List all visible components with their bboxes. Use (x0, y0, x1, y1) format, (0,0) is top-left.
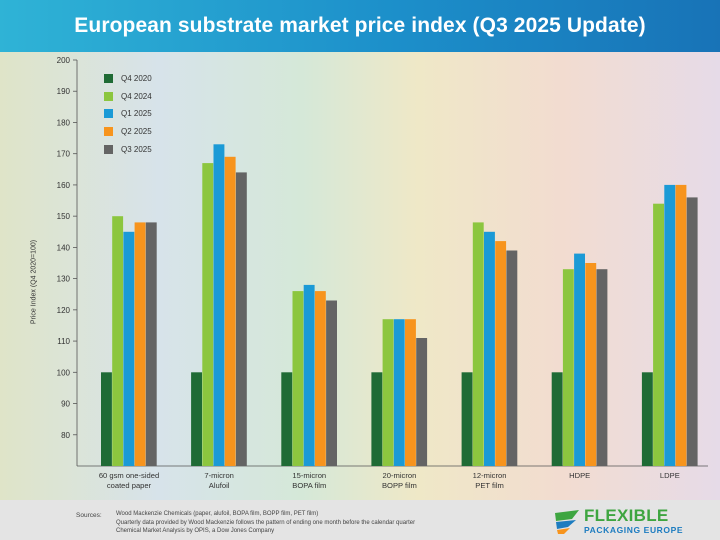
bar (653, 203, 664, 466)
bar (585, 263, 597, 466)
bar (574, 253, 585, 466)
x-tick-label-line: 20-micron (382, 471, 417, 480)
bar (281, 372, 293, 466)
bar (664, 184, 676, 466)
bar (213, 144, 225, 467)
legend-item: Q1 2025 (104, 105, 152, 123)
footer (0, 500, 720, 540)
legend-swatch (104, 91, 113, 101)
bar (314, 291, 326, 466)
bar (596, 269, 608, 466)
x-tick-label-line: 15-micron (292, 471, 327, 480)
legend-item: Q4 2024 (104, 88, 152, 106)
bar (123, 231, 135, 466)
bar (292, 291, 304, 466)
bar (235, 172, 247, 466)
bar (101, 372, 112, 466)
legend-swatch (104, 144, 113, 154)
x-tick-label-line: PET film (475, 481, 504, 490)
bar (562, 269, 574, 466)
bar (551, 372, 563, 466)
bar (641, 372, 653, 466)
bar (416, 338, 428, 466)
bar (686, 197, 698, 466)
legend-label: Q2 2025 (121, 127, 152, 137)
bar (202, 163, 214, 466)
legend-item: Q2 2025 (104, 123, 152, 141)
y-tick-label: 140 (57, 243, 71, 252)
bar (405, 319, 416, 466)
x-tick-label: 12-micron PET film (445, 471, 535, 491)
x-tick-label: 60 gsm one-sided coated paper (84, 471, 174, 491)
legend-swatch (104, 74, 113, 84)
y-tick-label: 100 (57, 368, 71, 377)
bar (382, 319, 394, 466)
bars (101, 144, 698, 467)
bar (145, 222, 157, 466)
legend-label: Q4 2024 (121, 91, 152, 101)
bar (484, 231, 495, 466)
x-tick-label: 20-micron BOPP film (354, 471, 444, 491)
x-tick-label-line: LDPE (659, 471, 680, 480)
legend-label: Q4 2020 (121, 74, 152, 84)
x-tick-label: HDPE (535, 471, 625, 481)
x-tick-label-line: BOPP film (381, 481, 417, 490)
y-tick-label: 130 (57, 275, 71, 284)
y-tick-label: 160 (57, 181, 71, 190)
legend-item: Q3 2025 (104, 140, 152, 158)
bar (506, 250, 518, 466)
bar (112, 216, 124, 466)
x-tick-label-line: BOPA film (292, 481, 327, 490)
legend-item: Q4 2020 (104, 70, 152, 88)
x-tick-label-line: 12-micron (472, 471, 507, 480)
legend-label: Q1 2025 (121, 109, 152, 119)
bar (393, 319, 405, 466)
sources-line: Chemical Market Analysis by OPIS, a Dow … (116, 528, 275, 534)
chart-title: European substrate market price index (Q… (74, 14, 646, 37)
bar (461, 372, 473, 466)
logo-mark-icon (555, 510, 579, 534)
x-tick-label-line: 7-micron (204, 471, 234, 480)
y-tick-label: 170 (57, 150, 71, 159)
y-tick-label: 200 (57, 56, 71, 65)
bar (495, 241, 507, 466)
y-tick-label: 180 (57, 118, 71, 127)
header-banner: European substrate market price index (Q… (0, 0, 720, 52)
bar (134, 222, 146, 466)
legend: Q4 2020 Q4 2024 Q1 2025 Q2 2025 Q3 2025 (104, 70, 152, 158)
bar (472, 222, 484, 466)
bar (224, 156, 236, 467)
sources-label: Sources: (76, 512, 102, 519)
flexible-packaging-europe-logo: FLEXIBLE PACKAGING EUROPE (554, 507, 714, 537)
x-tick-label-line: coated paper (106, 481, 152, 490)
y-tick-label: 80 (61, 431, 70, 440)
bar (191, 372, 202, 466)
sources-line: Quarterly data provided by Wood Mackenzi… (116, 519, 416, 526)
x-tick-label-line: 60 gsm one-sided (98, 471, 160, 480)
legend-label: Q3 2025 (121, 144, 152, 154)
sources-text: Wood Mackenzie Chemicals (paper, alufoil… (116, 510, 516, 536)
logo-text-flexible: FLEXIBLE (584, 506, 669, 525)
y-tick-label: 110 (57, 337, 70, 346)
y-tick-label: 190 (57, 87, 71, 96)
x-tick-label: 15-micron BOPA film (264, 471, 354, 491)
sources-line: Wood Mackenzie Chemicals (paper, alufoil… (116, 511, 319, 517)
y-tick-label: 120 (57, 306, 71, 315)
legend-swatch (104, 109, 113, 119)
y-axis-label: Price Index (Q4 2020=100) (30, 239, 38, 325)
x-tick-label-line: HDPE (569, 471, 591, 480)
bar (675, 184, 687, 466)
y-tick-label: 150 (57, 212, 71, 221)
x-tick-label: 7-micron Alufoil (174, 471, 264, 491)
x-tick-label-line: Alufoil (208, 481, 230, 490)
chart-plot: 80 90 100 110 120 130 140 150 160 170 180 190 200 (57, 56, 708, 467)
legend-swatch (104, 127, 113, 137)
bar (371, 372, 383, 466)
x-tick-label: LDPE (625, 471, 715, 481)
logo-text-packaging-europe: PACKAGING EUROPE (584, 525, 684, 535)
bar (303, 284, 315, 466)
y-tick-label: 90 (61, 400, 70, 409)
bar (326, 300, 337, 466)
